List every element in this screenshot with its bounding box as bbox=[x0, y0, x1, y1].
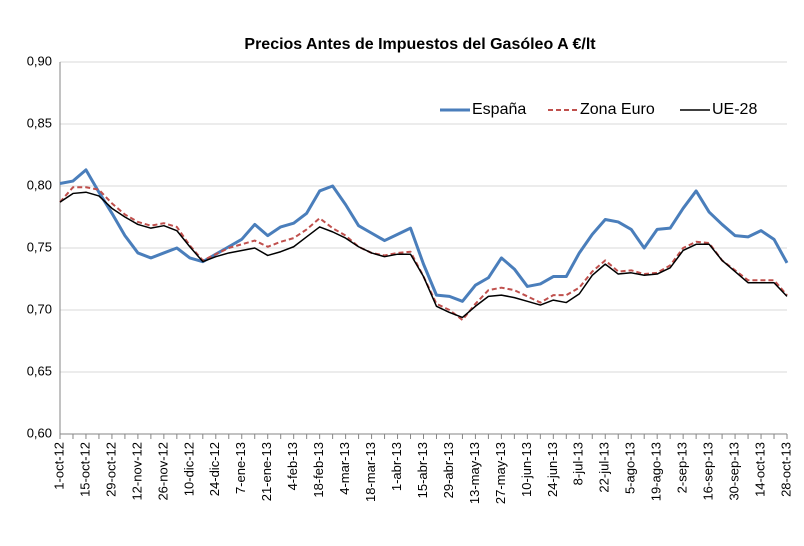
x-tick-label: 28-oct-13 bbox=[778, 442, 793, 497]
legend-label: Zona Euro bbox=[580, 101, 655, 118]
y-tick-label: 0,65 bbox=[27, 363, 52, 378]
x-tick-label: 7-ene-13 bbox=[233, 442, 248, 494]
x-tick-label: 29-oct-12 bbox=[103, 442, 118, 497]
x-tick-label: 10-jun-13 bbox=[519, 442, 534, 497]
x-tick-label: 13-may-13 bbox=[467, 442, 482, 504]
legend-label: UE-28 bbox=[712, 101, 757, 118]
x-tick-label: 30-sep-13 bbox=[727, 442, 742, 501]
x-tick-label: 26-nov-12 bbox=[155, 442, 170, 501]
y-tick-label: 0,80 bbox=[27, 177, 52, 192]
x-tick-label: 8-jul-13 bbox=[571, 442, 586, 485]
line-series bbox=[59, 191, 788, 319]
x-tick-label: 21-ene-13 bbox=[259, 442, 274, 501]
chart-title: Precios Antes de Impuestos del Gasóleo A… bbox=[244, 36, 596, 53]
y-tick-label: 0,70 bbox=[27, 301, 52, 316]
x-tick-label: 10-dic-12 bbox=[181, 442, 196, 496]
x-tick-label: 22-jul-13 bbox=[597, 442, 612, 493]
y-tick-label: 0,90 bbox=[27, 53, 52, 68]
x-tick-label: 5-ago-13 bbox=[623, 442, 638, 494]
x-tick-label: 14-oct-13 bbox=[752, 442, 767, 497]
x-tick-label: 16-sep-13 bbox=[701, 442, 716, 501]
x-tick-label: 4-mar-13 bbox=[337, 442, 352, 495]
line-series bbox=[59, 168, 789, 303]
y-tick-label: 0,85 bbox=[27, 115, 52, 130]
y-tick-label: 0,75 bbox=[27, 239, 52, 254]
x-tick-label: 18-feb-13 bbox=[311, 442, 326, 498]
x-tick-label: 15-abr-13 bbox=[415, 442, 430, 498]
x-tick-label: 1-abr-13 bbox=[389, 442, 404, 491]
x-tick-label: 1-oct-12 bbox=[51, 442, 66, 490]
line-series bbox=[59, 186, 788, 321]
x-tick-label: 24-dic-12 bbox=[207, 442, 222, 496]
y-tick-label: 0,60 bbox=[27, 425, 52, 440]
x-tick-label: 29-abr-13 bbox=[441, 442, 456, 498]
x-tick-label: 2-sep-13 bbox=[675, 442, 690, 493]
x-tick-label: 18-mar-13 bbox=[363, 442, 378, 502]
x-tick-label: 24-jun-13 bbox=[545, 442, 560, 497]
legend-label: España bbox=[472, 101, 526, 118]
x-tick-label: 19-ago-13 bbox=[649, 442, 664, 501]
x-tick-label: 4-feb-13 bbox=[285, 442, 300, 490]
x-tick-label: 15-oct-12 bbox=[77, 442, 92, 497]
x-tick-label: 27-may-13 bbox=[493, 442, 508, 504]
x-tick-label: 12-nov-12 bbox=[129, 442, 144, 501]
